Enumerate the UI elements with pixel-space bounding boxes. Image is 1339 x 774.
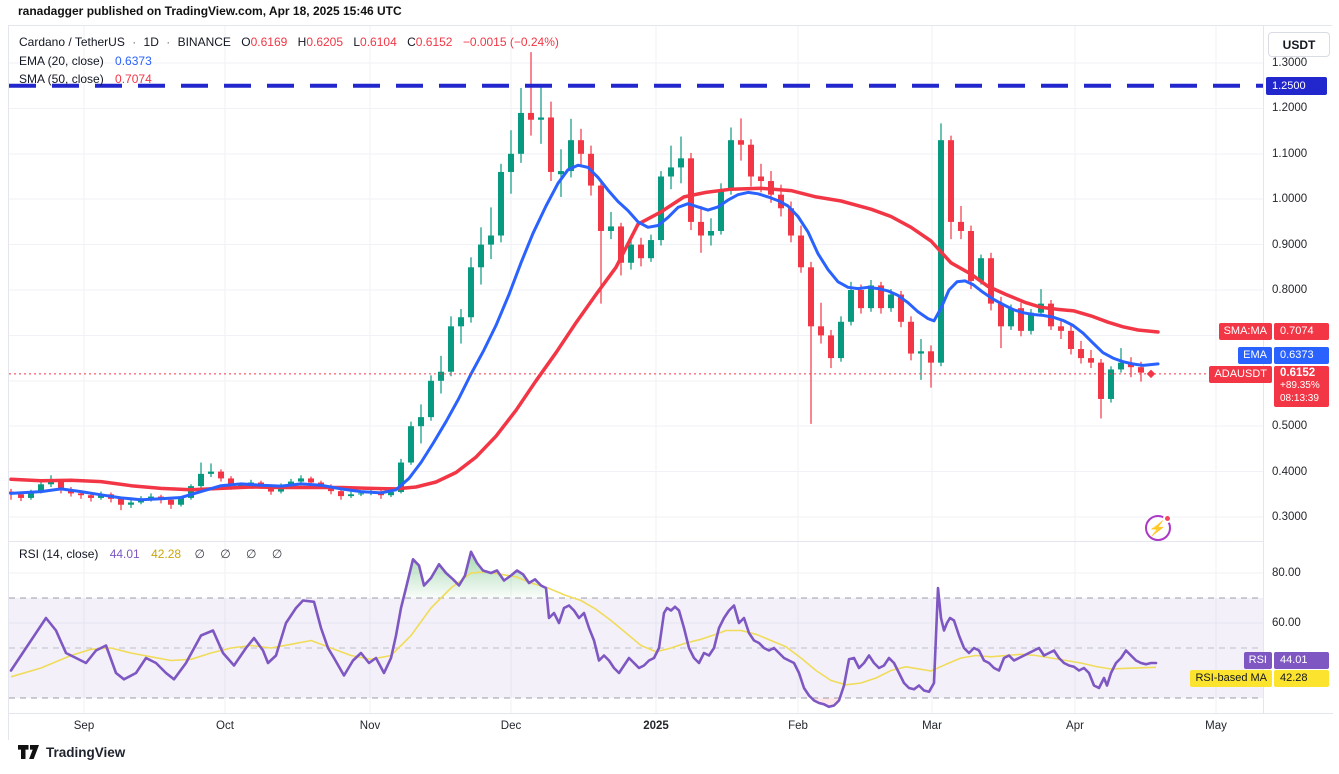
time-tick-label: 2025 — [643, 720, 669, 732]
sma-badge-label: SMA:MA — [1218, 323, 1272, 340]
symbol-legend[interactable]: Cardano / TetherUS · 1D · BINANCE O0.616… — [19, 33, 559, 89]
chart-canvas[interactable] — [9, 26, 1333, 741]
rsi-ma-badge-label: RSI-based MA — [1190, 670, 1272, 687]
time-tick-label: Nov — [359, 720, 381, 732]
price-tick-label: 1.2000 — [1272, 102, 1308, 115]
price-tick-label: 0.5000 — [1272, 420, 1308, 433]
symbol-name[interactable]: Cardano / TetherUS — [19, 35, 125, 49]
rsi-ma-axis-badge: RSI-based MA 42.28 — [1089, 670, 1329, 687]
time-axis[interactable]: Sep Oct Nov Dec 2025 Feb Mar Apr May — [9, 713, 1333, 741]
price-tick-label: 0.9000 — [1272, 238, 1308, 251]
rsi-legend-row[interactable]: RSI (14, close) 44.01 42.28 ∅ ∅ ∅ ∅ — [19, 547, 288, 561]
interval-label[interactable]: 1D — [143, 35, 159, 49]
ema-name[interactable]: EMA (20, close) — [19, 53, 104, 68]
price-tick-label: 0.8000 — [1272, 284, 1308, 296]
change-percent: +89.35% — [1280, 380, 1320, 391]
rsi-ma-value: 42.28 — [151, 547, 182, 561]
high-value: 0.6205 — [306, 35, 344, 49]
time-tick-label: Dec — [500, 720, 522, 732]
sma-name[interactable]: SMA (50, close) — [19, 72, 104, 86]
close-value: 0.6152 — [415, 35, 453, 49]
sma-legend-row[interactable]: SMA (50, close) 0.7074 — [19, 70, 559, 89]
currency-button[interactable]: USDT — [1268, 32, 1330, 57]
ema-badge-value: 0.6373 — [1274, 347, 1329, 364]
open-label: O — [241, 35, 251, 49]
symbol-badge-label: ADAUSDT — [1209, 366, 1272, 383]
bar-countdown: 08:13:39 — [1280, 393, 1319, 404]
low-label: L — [353, 35, 361, 49]
chart-container[interactable]: Cardano / TetherUS · 1D · BINANCE O0.616… — [8, 25, 1333, 741]
legend-separator2: · — [166, 35, 171, 49]
close-label: C — [407, 35, 416, 49]
time-tick-label: Sep — [73, 720, 95, 732]
time-tick-label: May — [1205, 720, 1227, 732]
last-price-axis-badge: ADAUSDT 0.6152 +89.35% 08:13:39 — [1089, 366, 1329, 407]
time-tick-label: Mar — [922, 720, 942, 732]
price-tick-label: 1.1000 — [1272, 147, 1308, 160]
sma-axis-badge: SMA:MA 0.7074 — [1089, 323, 1329, 340]
rsi-badge-value: 44.01 — [1274, 652, 1329, 669]
price-tick-label: 1.0000 — [1272, 193, 1308, 206]
exchange-label[interactable]: BINANCE — [177, 35, 231, 49]
price-tick-label: 0.4000 — [1272, 465, 1308, 478]
level-price-badge: 1.2500 — [1266, 76, 1327, 95]
price-tick-label: 0.3000 — [1272, 511, 1308, 523]
open-value: 0.6169 — [250, 35, 288, 49]
tradingview-logo-icon — [18, 745, 39, 759]
panel-separator[interactable] — [9, 541, 1333, 542]
tradingview-footer[interactable]: TradingView — [18, 745, 125, 760]
rsi-name[interactable]: RSI (14, close) — [19, 547, 99, 561]
rsi-hidden-values: ∅ ∅ ∅ ∅ — [194, 547, 289, 561]
legend-separator: · — [132, 35, 137, 49]
ema-axis-badge: EMA 0.6373 — [1089, 347, 1329, 364]
time-tick-label: Oct — [216, 720, 234, 732]
rsi-tick-label: 80.00 — [1272, 567, 1301, 579]
last-price-badge-value: 0.6152 +89.35% 08:13:39 — [1274, 366, 1329, 407]
rsi-tick-label: 60.00 — [1272, 617, 1301, 629]
low-value: 0.6104 — [360, 35, 397, 49]
symbol-legend-row[interactable]: Cardano / TetherUS · 1D · BINANCE O0.616… — [19, 33, 559, 52]
price-tick-label: 1.3000 — [1272, 57, 1308, 69]
change-value: −0.0015 (−0.24%) — [462, 35, 559, 49]
notification-dot — [1163, 514, 1172, 523]
rsi-badge-label: RSI — [1243, 652, 1272, 669]
sma-badge-value: 0.7074 — [1274, 323, 1329, 340]
ema-legend-row[interactable]: EMA (20, close) 0.6373 — [19, 52, 559, 71]
rsi-axis-badge: RSI 44.01 — [1089, 652, 1329, 669]
time-tick-label: Apr — [1066, 720, 1084, 732]
ema-value: 0.6373 — [115, 53, 152, 68]
publish-note: ranadagger published on TradingView.com,… — [18, 4, 402, 18]
time-tick-label: Feb — [788, 720, 808, 732]
last-price: 0.6152 — [1280, 367, 1316, 379]
rsi-ma-badge-value: 42.28 — [1274, 670, 1329, 687]
rsi-value: 44.01 — [109, 547, 140, 561]
tradingview-brand-text: TradingView — [46, 745, 126, 760]
high-label: H — [297, 35, 307, 49]
instant-refresh-icon[interactable]: ⚡ — [1145, 514, 1172, 541]
ema-badge-label: EMA — [1238, 347, 1272, 364]
sma-value: 0.7074 — [115, 72, 152, 86]
